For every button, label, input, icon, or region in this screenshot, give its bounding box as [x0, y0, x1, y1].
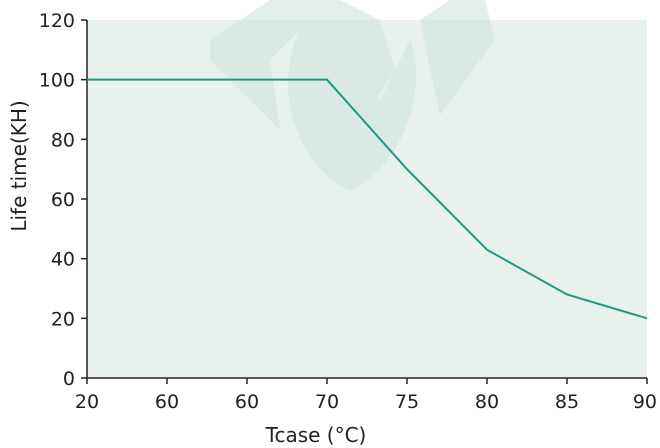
watermark-logo [210, 0, 495, 190]
x-tick-label: 60 [235, 391, 259, 413]
x-axis-ticks: 20 60 60 70 75 80 85 90 [75, 378, 657, 413]
x-tick-label: 90 [633, 391, 657, 413]
y-tick-label: 80 [51, 129, 75, 151]
x-tick-label: 85 [555, 391, 579, 413]
x-tick-label: 70 [315, 391, 339, 413]
y-tick-label: 40 [51, 249, 75, 271]
y-tick-label: 120 [39, 10, 75, 32]
x-tick-label: 20 [75, 391, 99, 413]
x-axis-title: Tcase (°C) [265, 423, 367, 447]
x-tick-label: 80 [475, 391, 499, 413]
y-tick-label: 60 [51, 189, 75, 211]
y-tick-label: 100 [39, 70, 75, 92]
life-time-series-line [87, 78, 648, 320]
y-axis-title: Life time(KH) [7, 100, 31, 231]
x-tick-label: 60 [155, 391, 179, 413]
y-tick-label: 0 [63, 368, 75, 390]
y-axis-ticks: 0 20 40 60 80 100 120 [39, 10, 87, 390]
y-tick-label: 20 [51, 308, 75, 330]
x-tick-label: 75 [395, 391, 419, 413]
